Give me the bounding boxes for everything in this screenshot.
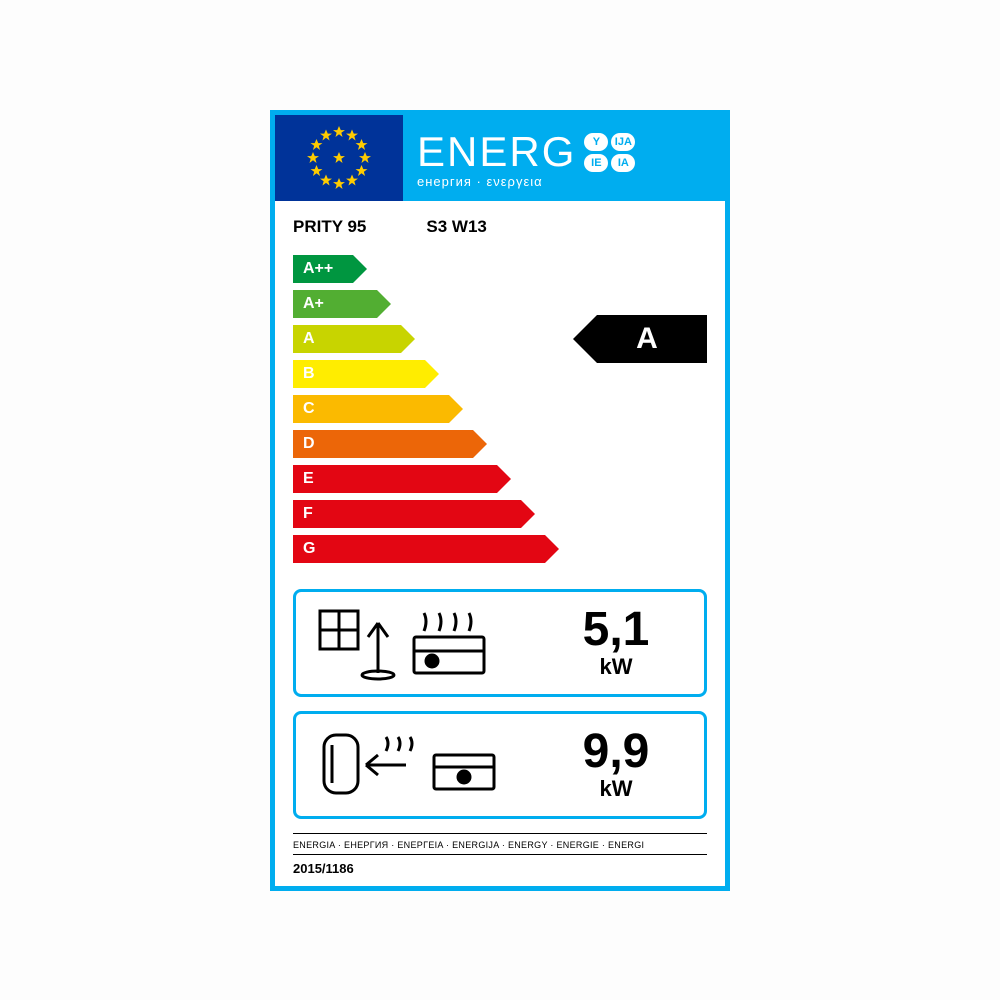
- scale-class-row: E: [293, 465, 497, 493]
- energ-word: ENERG: [417, 128, 576, 176]
- scale-class-row: A+: [293, 290, 377, 318]
- energ-title-block: ENERG Y IJA IE IA енергия · ενεργεια: [403, 115, 725, 201]
- space-heating-icon: [314, 603, 526, 683]
- product-model: S3 W13: [426, 217, 486, 237]
- footer-languages: ENERGIA · ЕНЕРГИЯ · ΕΝΕΡΓΕΙΑ · ENERGIJA …: [293, 833, 707, 854]
- scale-class-arrow: G: [293, 535, 545, 563]
- scale-class-row: B: [293, 360, 425, 388]
- scale-class-label: E: [303, 470, 314, 488]
- energ-subline: енергия · ενεργεια: [417, 174, 715, 189]
- scale-class-arrow: B: [293, 360, 425, 388]
- scale-class-arrow: A: [293, 325, 401, 353]
- scale-class-arrow: C: [293, 395, 449, 423]
- suffix-badge: Y: [584, 133, 608, 151]
- scale-class-arrow: E: [293, 465, 497, 493]
- product-brand: PRITY 95: [293, 217, 366, 237]
- regulation-number: 2015/1186: [293, 854, 707, 876]
- scale-class-label: C: [303, 400, 315, 418]
- eu-flag-icon: [275, 115, 403, 201]
- scale-class-arrow: D: [293, 430, 473, 458]
- scale-class-row: A++: [293, 255, 353, 283]
- scale-class-row: F: [293, 500, 521, 528]
- scale-class-label: D: [303, 435, 315, 453]
- scale-class-row: G: [293, 535, 545, 563]
- label-header: ENERG Y IJA IE IA енергия · ενεργεια: [275, 115, 725, 201]
- spec-water-heating: 9,9 kW: [293, 711, 707, 819]
- scale-class-row: A: [293, 325, 401, 353]
- scale-class-label: A+: [303, 295, 324, 313]
- scale-class-label: A++: [303, 260, 333, 278]
- space-heat-unit: kW: [546, 654, 686, 680]
- scale-class-row: D: [293, 430, 473, 458]
- scale-class-label: F: [303, 505, 313, 523]
- water-heat-unit: kW: [546, 776, 686, 802]
- suffix-badge: IJA: [611, 133, 635, 151]
- scale-class-arrow: A++: [293, 255, 353, 283]
- label-body: PRITY 95 S3 W13 A A++A+ABCDEFG: [275, 201, 725, 886]
- product-rating-arrow: A: [597, 315, 707, 363]
- spec-space-heating: 5,1 kW: [293, 589, 707, 697]
- product-row: PRITY 95 S3 W13: [293, 217, 707, 237]
- scale-class-label: A: [303, 330, 315, 348]
- efficiency-scale: A A++A+ABCDEFG: [293, 255, 707, 575]
- suffix-badge: IE: [584, 154, 608, 172]
- suffix-badge: IA: [611, 154, 635, 172]
- scale-class-arrow: A+: [293, 290, 377, 318]
- scale-class-label: G: [303, 540, 315, 558]
- scale-class-arrow: F: [293, 500, 521, 528]
- product-rating-letter: A: [636, 322, 658, 356]
- water-heating-icon: [314, 725, 526, 805]
- energy-label: ENERG Y IJA IE IA енергия · ενεργεια PRI…: [270, 110, 730, 891]
- space-heat-value: 5,1: [546, 606, 686, 654]
- scale-class-label: B: [303, 365, 315, 383]
- water-heat-value: 9,9: [546, 728, 686, 776]
- scale-class-row: C: [293, 395, 449, 423]
- energ-suffix-badges: Y IJA IE IA: [584, 133, 635, 172]
